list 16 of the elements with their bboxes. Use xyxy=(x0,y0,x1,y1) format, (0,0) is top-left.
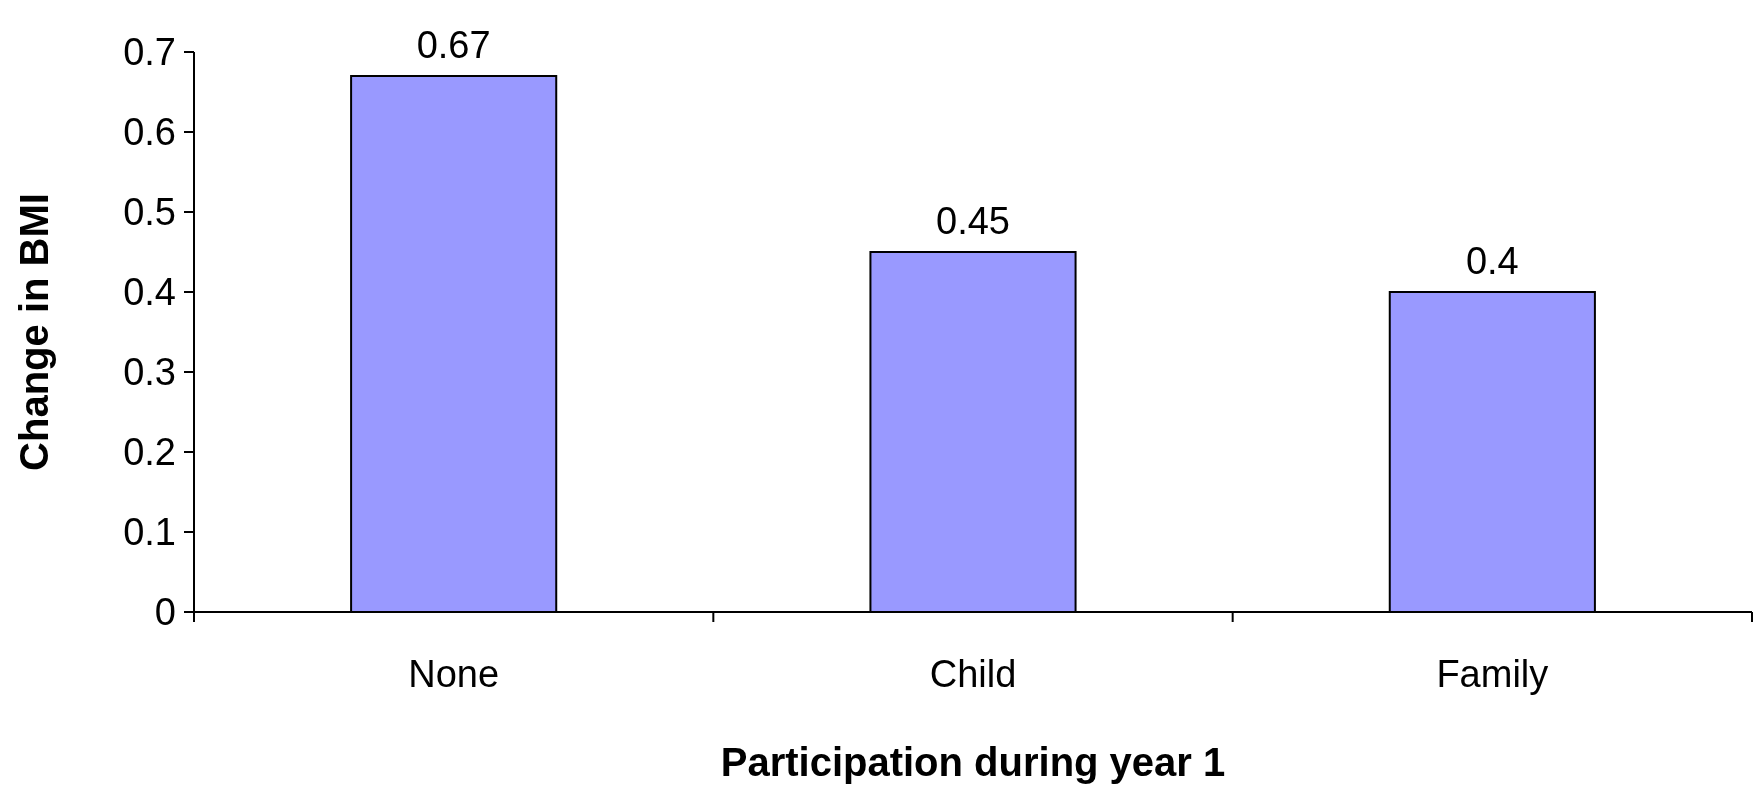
y-tick-label: 0.1 xyxy=(123,511,176,554)
y-axis-title: Change in BMI xyxy=(12,193,56,471)
y-tick-label: 0.2 xyxy=(123,431,176,474)
x-tick-label: Family xyxy=(1436,653,1549,695)
y-tick-label: 0.6 xyxy=(123,111,176,154)
data-label: 0.67 xyxy=(416,24,491,66)
y-tick-label: 0 xyxy=(154,591,176,634)
x-tick-label: Child xyxy=(929,653,1017,695)
y-tick-label: 0.4 xyxy=(123,271,176,314)
y-tick-label: 0.5 xyxy=(123,191,176,234)
x-tick-label: None xyxy=(408,653,500,695)
x-axis-title: Participation during year 1 xyxy=(720,740,1226,784)
y-tick-label: 0.3 xyxy=(123,351,176,394)
data-label: 0.45 xyxy=(936,200,1010,242)
y-tick-label: 0.7 xyxy=(123,31,176,74)
data-label: 0.4 xyxy=(1465,240,1519,282)
